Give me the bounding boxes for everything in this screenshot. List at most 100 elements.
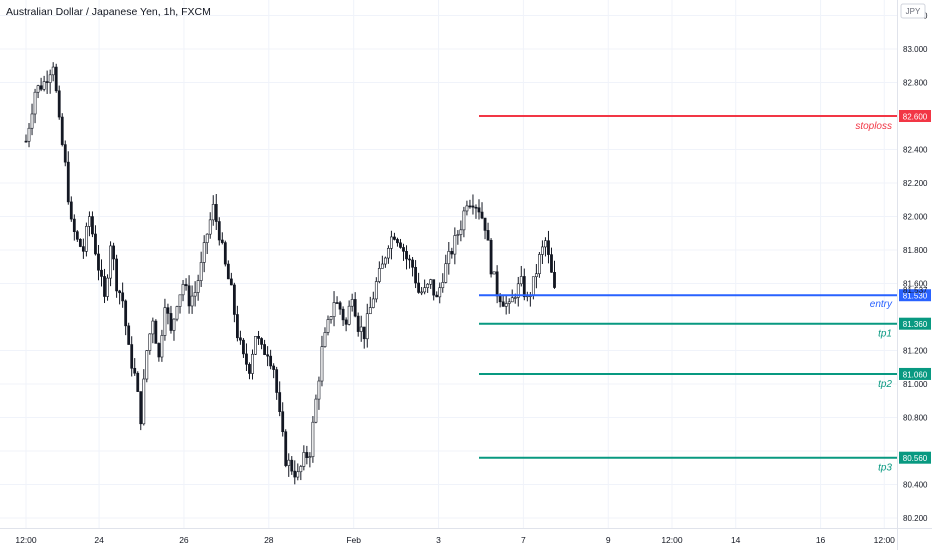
candle-body (181, 284, 185, 296)
price-tag-bg (899, 289, 931, 302)
candle-body (278, 392, 282, 412)
x-tick-label: 14 (731, 535, 741, 545)
candle-body (30, 113, 34, 129)
candle-body (293, 470, 297, 478)
candle-body (160, 335, 164, 358)
candle-body (507, 301, 511, 304)
candle-body (489, 239, 493, 275)
price-tag-text: 81.060 (903, 370, 928, 379)
candle-body (519, 276, 523, 285)
candle-body (329, 316, 333, 320)
candle-body (465, 205, 469, 212)
candle-body (438, 287, 442, 298)
price-tag-bg (899, 451, 931, 464)
candle-body (251, 353, 254, 374)
candle-body (377, 268, 381, 282)
candle-body (550, 254, 553, 273)
candle-body (172, 318, 176, 331)
candle-body (311, 421, 315, 457)
candle-body (178, 294, 182, 307)
candle-body (127, 325, 131, 345)
price-tag-bg (899, 367, 931, 380)
x-tick-label: Feb (346, 535, 361, 545)
candle-body (510, 297, 514, 303)
candle-body (145, 350, 149, 380)
candle-body (477, 207, 481, 213)
x-tick-label: 24 (94, 535, 104, 545)
candle-body (299, 466, 303, 473)
candle-body (115, 258, 119, 292)
y-tick-label: 80.400 (903, 481, 928, 490)
candle-body (269, 355, 273, 367)
y-tick-label: 81.600 (903, 280, 928, 289)
candle-body (341, 308, 345, 321)
candle-body (326, 319, 330, 333)
candle-body (151, 320, 155, 335)
x-tick-label: 12:00 (15, 535, 37, 545)
x-tick-label: 26 (179, 535, 189, 545)
y-tick-label: 82.000 (903, 213, 928, 222)
candle-body (175, 306, 179, 320)
candle-body (498, 295, 502, 303)
candle-body (254, 336, 257, 355)
candle-body (453, 235, 457, 255)
candle-body (78, 239, 82, 247)
candle-body (100, 269, 103, 277)
candle-body (474, 206, 478, 209)
x-tick-label: 12:00 (874, 535, 896, 545)
candle-body (332, 302, 336, 317)
candle-body (109, 245, 112, 279)
candle-body (356, 315, 360, 332)
candle-body (169, 313, 173, 331)
candle-body (163, 307, 167, 336)
candle-body (248, 364, 251, 374)
candle-body (450, 251, 454, 255)
y-tick-label: 81.800 (903, 246, 928, 255)
candle-body (136, 372, 140, 392)
candle-body (85, 226, 88, 252)
candle-body (190, 295, 194, 307)
candle-body (103, 276, 106, 297)
candle-body (296, 471, 300, 478)
candle-body (513, 297, 517, 299)
candle-body (124, 300, 128, 327)
candle-body (435, 294, 439, 298)
y-tick-label: 81.200 (903, 347, 928, 356)
candle-body (75, 231, 79, 240)
candle-body (393, 236, 396, 240)
chart-title: Australian Dollar / Japanese Yen, 1h, FX… (6, 6, 211, 18)
candle-body (501, 301, 505, 307)
candle-body (232, 284, 236, 315)
candle-body (284, 431, 288, 466)
candle-body (396, 239, 399, 244)
level-label-stoploss: stoploss (855, 121, 892, 132)
currency-badge[interactable]: JPY (900, 3, 926, 19)
candle-body (492, 271, 496, 275)
candle-body (36, 85, 40, 93)
candle-body (112, 245, 115, 260)
candle-body (24, 140, 28, 143)
candle-body (353, 299, 357, 317)
candle-body (459, 229, 463, 235)
candle-body (281, 411, 285, 433)
candle-body (444, 263, 448, 283)
candle-body (199, 262, 203, 281)
x-tick-label: 16 (816, 535, 826, 545)
candle-body (184, 284, 188, 287)
candle-body (405, 251, 408, 260)
candle-body (374, 281, 378, 300)
current-price-label: 81.537 (903, 286, 928, 295)
candle-body (335, 302, 339, 304)
candle-body (305, 452, 309, 458)
candle-body (420, 291, 424, 294)
candle-body (148, 333, 152, 351)
y-tick-label: 82.400 (903, 146, 928, 155)
candle-body (290, 459, 294, 472)
candle-body (414, 266, 417, 284)
candle-body (220, 239, 224, 243)
candle-body (522, 276, 526, 298)
candle-body (408, 258, 411, 261)
candle-body (317, 380, 321, 400)
candle-body (426, 283, 430, 288)
